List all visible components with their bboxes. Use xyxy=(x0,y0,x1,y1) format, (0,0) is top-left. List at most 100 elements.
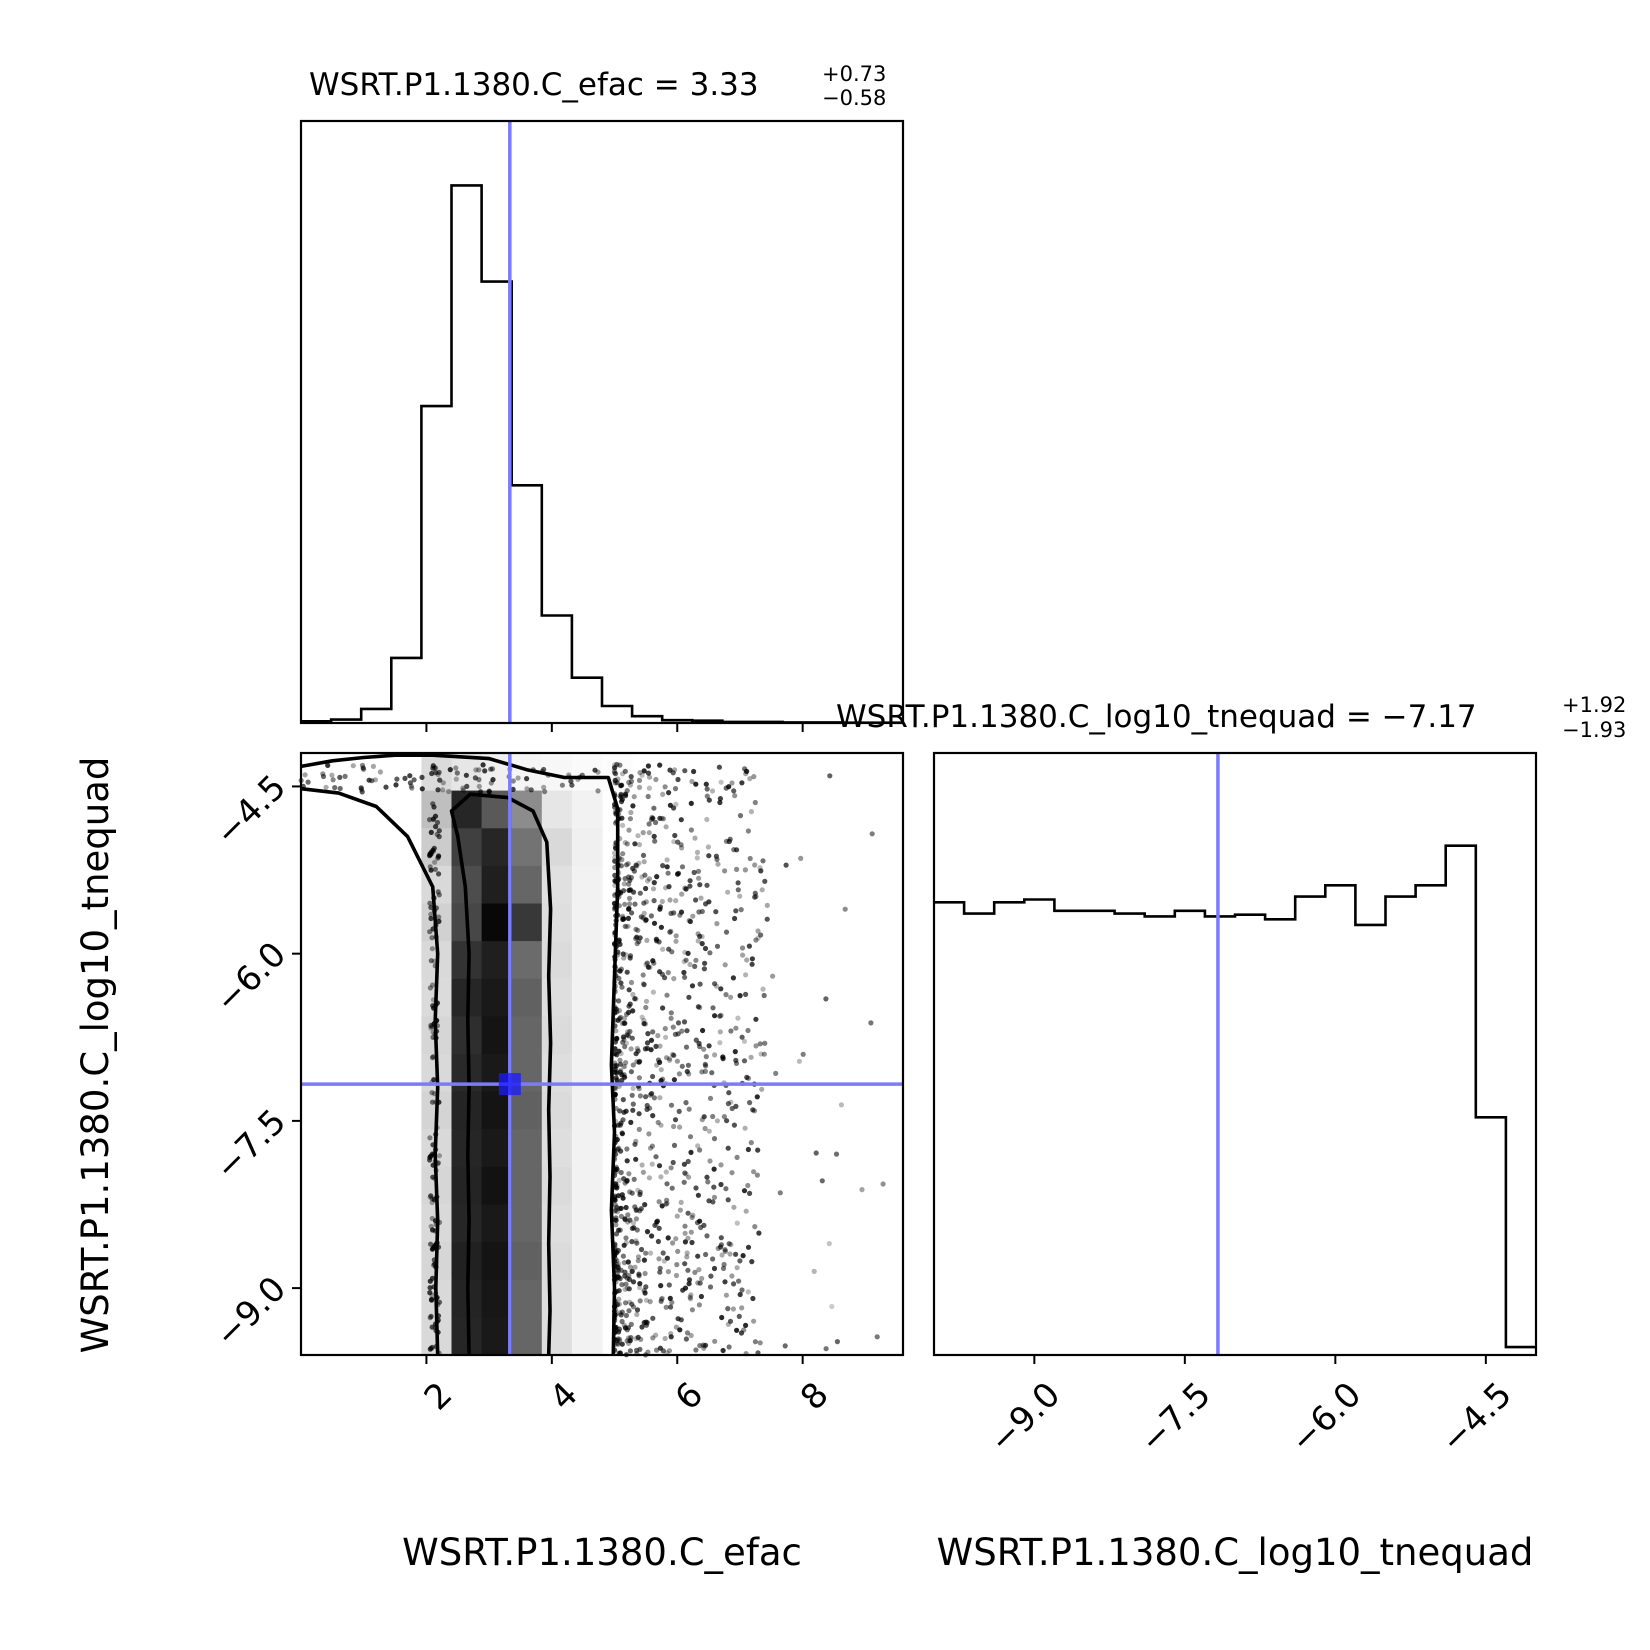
sample-point xyxy=(751,1108,758,1114)
sample-point xyxy=(679,864,686,870)
sample-point xyxy=(617,1108,623,1114)
sample-point xyxy=(622,768,628,775)
sample-point xyxy=(695,1004,702,1010)
joint-frame xyxy=(299,751,905,1357)
sample-point xyxy=(726,784,732,790)
sample-point xyxy=(714,921,720,927)
sample-point xyxy=(717,1029,723,1035)
sample-point xyxy=(669,1185,675,1191)
sample-point xyxy=(759,887,765,893)
sample-point xyxy=(623,1204,629,1211)
sample-point xyxy=(829,1303,835,1310)
sample-point xyxy=(393,782,399,788)
sample-point xyxy=(628,1046,634,1052)
sample-point xyxy=(668,1015,674,1021)
sample-point xyxy=(800,1051,806,1057)
density-cell xyxy=(481,1317,513,1356)
sample-point xyxy=(739,1287,745,1293)
sample-point xyxy=(628,1069,635,1075)
sample-point xyxy=(615,1193,622,1199)
sample-point xyxy=(709,1070,715,1076)
sample-point xyxy=(880,1181,886,1187)
sample-point xyxy=(431,1077,437,1083)
sample-point xyxy=(741,1058,748,1064)
sample-point xyxy=(619,815,625,821)
sample-point xyxy=(697,981,703,987)
sample-point xyxy=(427,985,433,991)
sample-point xyxy=(705,844,712,850)
sample-point xyxy=(697,1004,703,1011)
sample-point xyxy=(695,938,701,944)
sample-point xyxy=(752,1224,758,1230)
sample-point xyxy=(615,1247,622,1254)
sample-point xyxy=(731,847,737,853)
sample-point xyxy=(559,782,566,788)
density-cell xyxy=(481,865,513,905)
density-cell xyxy=(511,978,543,1017)
sample-point xyxy=(745,1289,751,1295)
sample-point xyxy=(636,777,643,784)
sample-point xyxy=(616,1261,622,1267)
sample-point xyxy=(717,1244,724,1250)
sample-point xyxy=(699,1275,705,1282)
sample-point xyxy=(621,1072,627,1078)
sample-point xyxy=(662,1026,668,1032)
sample-point xyxy=(595,788,601,794)
sample-point xyxy=(670,1159,676,1166)
sample-point xyxy=(612,780,618,786)
sample-point xyxy=(427,1285,433,1291)
sample-point xyxy=(811,1268,817,1274)
sample-point xyxy=(739,945,746,951)
density-cell xyxy=(511,1016,543,1055)
sample-point xyxy=(476,767,482,773)
sample-point xyxy=(429,1296,435,1302)
sample-point xyxy=(642,872,648,878)
sample-point xyxy=(640,915,646,921)
sample-point xyxy=(711,1184,717,1190)
sample-point xyxy=(637,1346,643,1352)
density-cell xyxy=(571,978,603,1017)
sample-point xyxy=(739,1305,745,1311)
sample-point xyxy=(646,785,653,791)
sample-point xyxy=(711,1194,718,1200)
sample-point xyxy=(670,770,676,776)
sample-point xyxy=(637,1284,643,1291)
sample-point xyxy=(435,889,441,895)
sample-point xyxy=(693,1347,699,1353)
sample-point xyxy=(440,787,446,793)
sample-point xyxy=(750,1295,756,1302)
sample-point xyxy=(616,1206,622,1212)
density-cell xyxy=(511,903,543,942)
sample-point xyxy=(628,1119,634,1125)
sample-point xyxy=(621,1260,628,1266)
sample-point xyxy=(633,1156,639,1162)
density-cell xyxy=(541,1166,573,1206)
sample-point xyxy=(736,1313,742,1319)
sample-point xyxy=(782,1343,788,1349)
sample-point xyxy=(657,906,663,912)
sample-point xyxy=(653,1043,659,1049)
sample-point xyxy=(634,934,640,940)
sample-point xyxy=(626,1171,632,1177)
sample-point xyxy=(734,1220,740,1226)
sample-point xyxy=(646,1175,653,1181)
sample-point xyxy=(823,1346,829,1352)
sample-point xyxy=(629,1301,635,1307)
sample-point xyxy=(683,1100,689,1106)
sample-point xyxy=(697,1044,703,1050)
sample-point xyxy=(330,777,336,783)
density-cell xyxy=(481,1166,513,1206)
sample-point xyxy=(614,1209,621,1215)
sample-point xyxy=(630,1279,637,1285)
sample-point xyxy=(617,1338,623,1344)
joint-x-tick-label: 6 xyxy=(668,1375,712,1419)
sample-point xyxy=(664,1055,670,1061)
sample-point xyxy=(660,946,666,952)
sample-point xyxy=(636,1126,642,1132)
sample-point xyxy=(614,1340,621,1346)
sample-point xyxy=(760,858,766,864)
sample-point xyxy=(725,1197,731,1203)
sample-point xyxy=(616,1008,623,1014)
sample-point xyxy=(710,1199,716,1205)
density-cell xyxy=(541,1054,573,1093)
